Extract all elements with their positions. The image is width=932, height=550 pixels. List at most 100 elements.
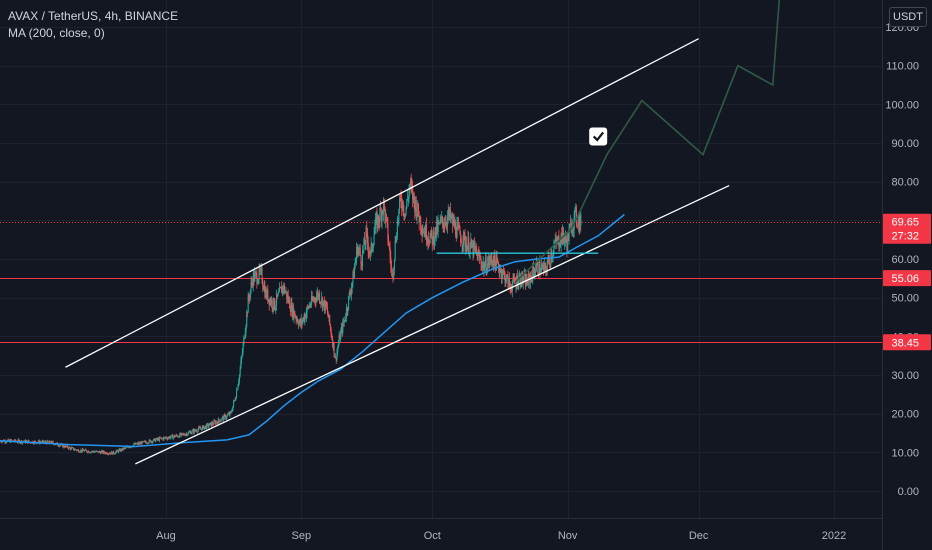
candle-body (431, 230, 433, 237)
candle-body (552, 253, 554, 256)
horizontal-levels[interactable] (0, 222, 882, 343)
candle-body (391, 266, 393, 270)
candle-body (543, 263, 545, 272)
candle-body (269, 299, 271, 305)
candle-body (1, 441, 3, 443)
candle-body (279, 287, 281, 289)
candle-body (442, 222, 444, 228)
candle-body (256, 273, 258, 284)
candle-body (458, 226, 460, 228)
candle-body (274, 308, 276, 310)
candle-body (320, 302, 322, 304)
candle-body (353, 267, 356, 279)
candle-body (518, 277, 520, 285)
candle-body (341, 327, 343, 333)
candle-body (286, 291, 288, 299)
candle-body (34, 441, 36, 442)
candle-body (89, 452, 91, 454)
candle-body (44, 441, 46, 443)
candle-body (227, 414, 229, 416)
candle-body (352, 271, 354, 283)
symbol-title[interactable]: AVAX / TetherUS, 4h, BINANCE (8, 9, 179, 23)
candle-body (112, 451, 114, 455)
candle-body (296, 319, 298, 321)
candle-body (166, 438, 168, 440)
candle-body (383, 199, 385, 208)
candle-body (202, 425, 204, 427)
candle-body (537, 261, 539, 273)
candle-body (406, 199, 408, 209)
candle-body (114, 453, 116, 455)
candle-body (520, 285, 522, 287)
candle-body (115, 451, 117, 454)
candle-body (200, 428, 202, 430)
candle-body (100, 451, 102, 454)
candle-body (294, 316, 297, 318)
candle-body (538, 272, 540, 276)
candle-body (358, 248, 361, 250)
x-tick-label: 2022 (822, 530, 846, 542)
candle-body (276, 294, 278, 297)
candle-body (519, 275, 521, 278)
candle-body (171, 435, 173, 436)
time-axis[interactable]: Aug Sep Oct Nov Dec 2022 (0, 518, 882, 543)
candle-body (372, 244, 374, 248)
candle-body (266, 290, 268, 299)
level-price-tag-text: 38.45 (891, 337, 919, 349)
candle-body (402, 200, 404, 213)
candle-body (347, 309, 349, 312)
candle-body (404, 213, 406, 217)
candle-body (161, 437, 163, 439)
candle-body (198, 427, 200, 429)
candle-body (297, 319, 299, 323)
candle-body (182, 433, 184, 435)
candle-body (483, 262, 485, 272)
drawing-tools[interactable] (65, 0, 787, 465)
candle-body (292, 305, 294, 319)
candle-body (407, 198, 409, 200)
candle-body (121, 449, 123, 451)
candle-body (485, 258, 487, 273)
candle-body (244, 332, 246, 339)
candle-body (351, 282, 353, 288)
y-tick-label: 90.00 (891, 138, 919, 150)
candle-body (409, 184, 411, 191)
candle-body (258, 268, 260, 280)
candle-body (416, 214, 418, 218)
currency-button[interactable]: USDT (889, 7, 927, 27)
candle-body (289, 298, 291, 309)
indicator-label[interactable]: MA (200, close, 0) (8, 26, 105, 40)
candle-body (465, 243, 467, 248)
candle-body (355, 258, 357, 263)
candle-body (489, 261, 491, 265)
candle-body (236, 390, 238, 398)
candle-body (413, 193, 415, 201)
candle-body (394, 241, 396, 260)
candle-body (507, 274, 509, 288)
candle-body (559, 244, 561, 247)
candle-body (271, 299, 273, 308)
candle-body (540, 266, 543, 272)
candle-body (236, 389, 238, 391)
candle-body (45, 441, 47, 443)
candle-body (562, 227, 564, 243)
candle-body (174, 435, 176, 438)
candle-body (492, 262, 494, 264)
candle-body (504, 273, 506, 284)
candle-body (530, 275, 532, 284)
candle-body (58, 445, 60, 447)
level-price-tag-bg (883, 270, 931, 287)
candle-body (449, 209, 451, 216)
candle-body (75, 449, 77, 450)
candle-body (575, 207, 577, 223)
candle-body (179, 433, 181, 438)
candle-body (535, 263, 537, 271)
candle-body (51, 441, 53, 443)
candle-body (89, 452, 91, 454)
candle-body (116, 450, 118, 452)
candle-body (398, 209, 400, 221)
candle-body (148, 439, 150, 443)
candle-body (18, 439, 20, 441)
candle-body (241, 352, 243, 357)
